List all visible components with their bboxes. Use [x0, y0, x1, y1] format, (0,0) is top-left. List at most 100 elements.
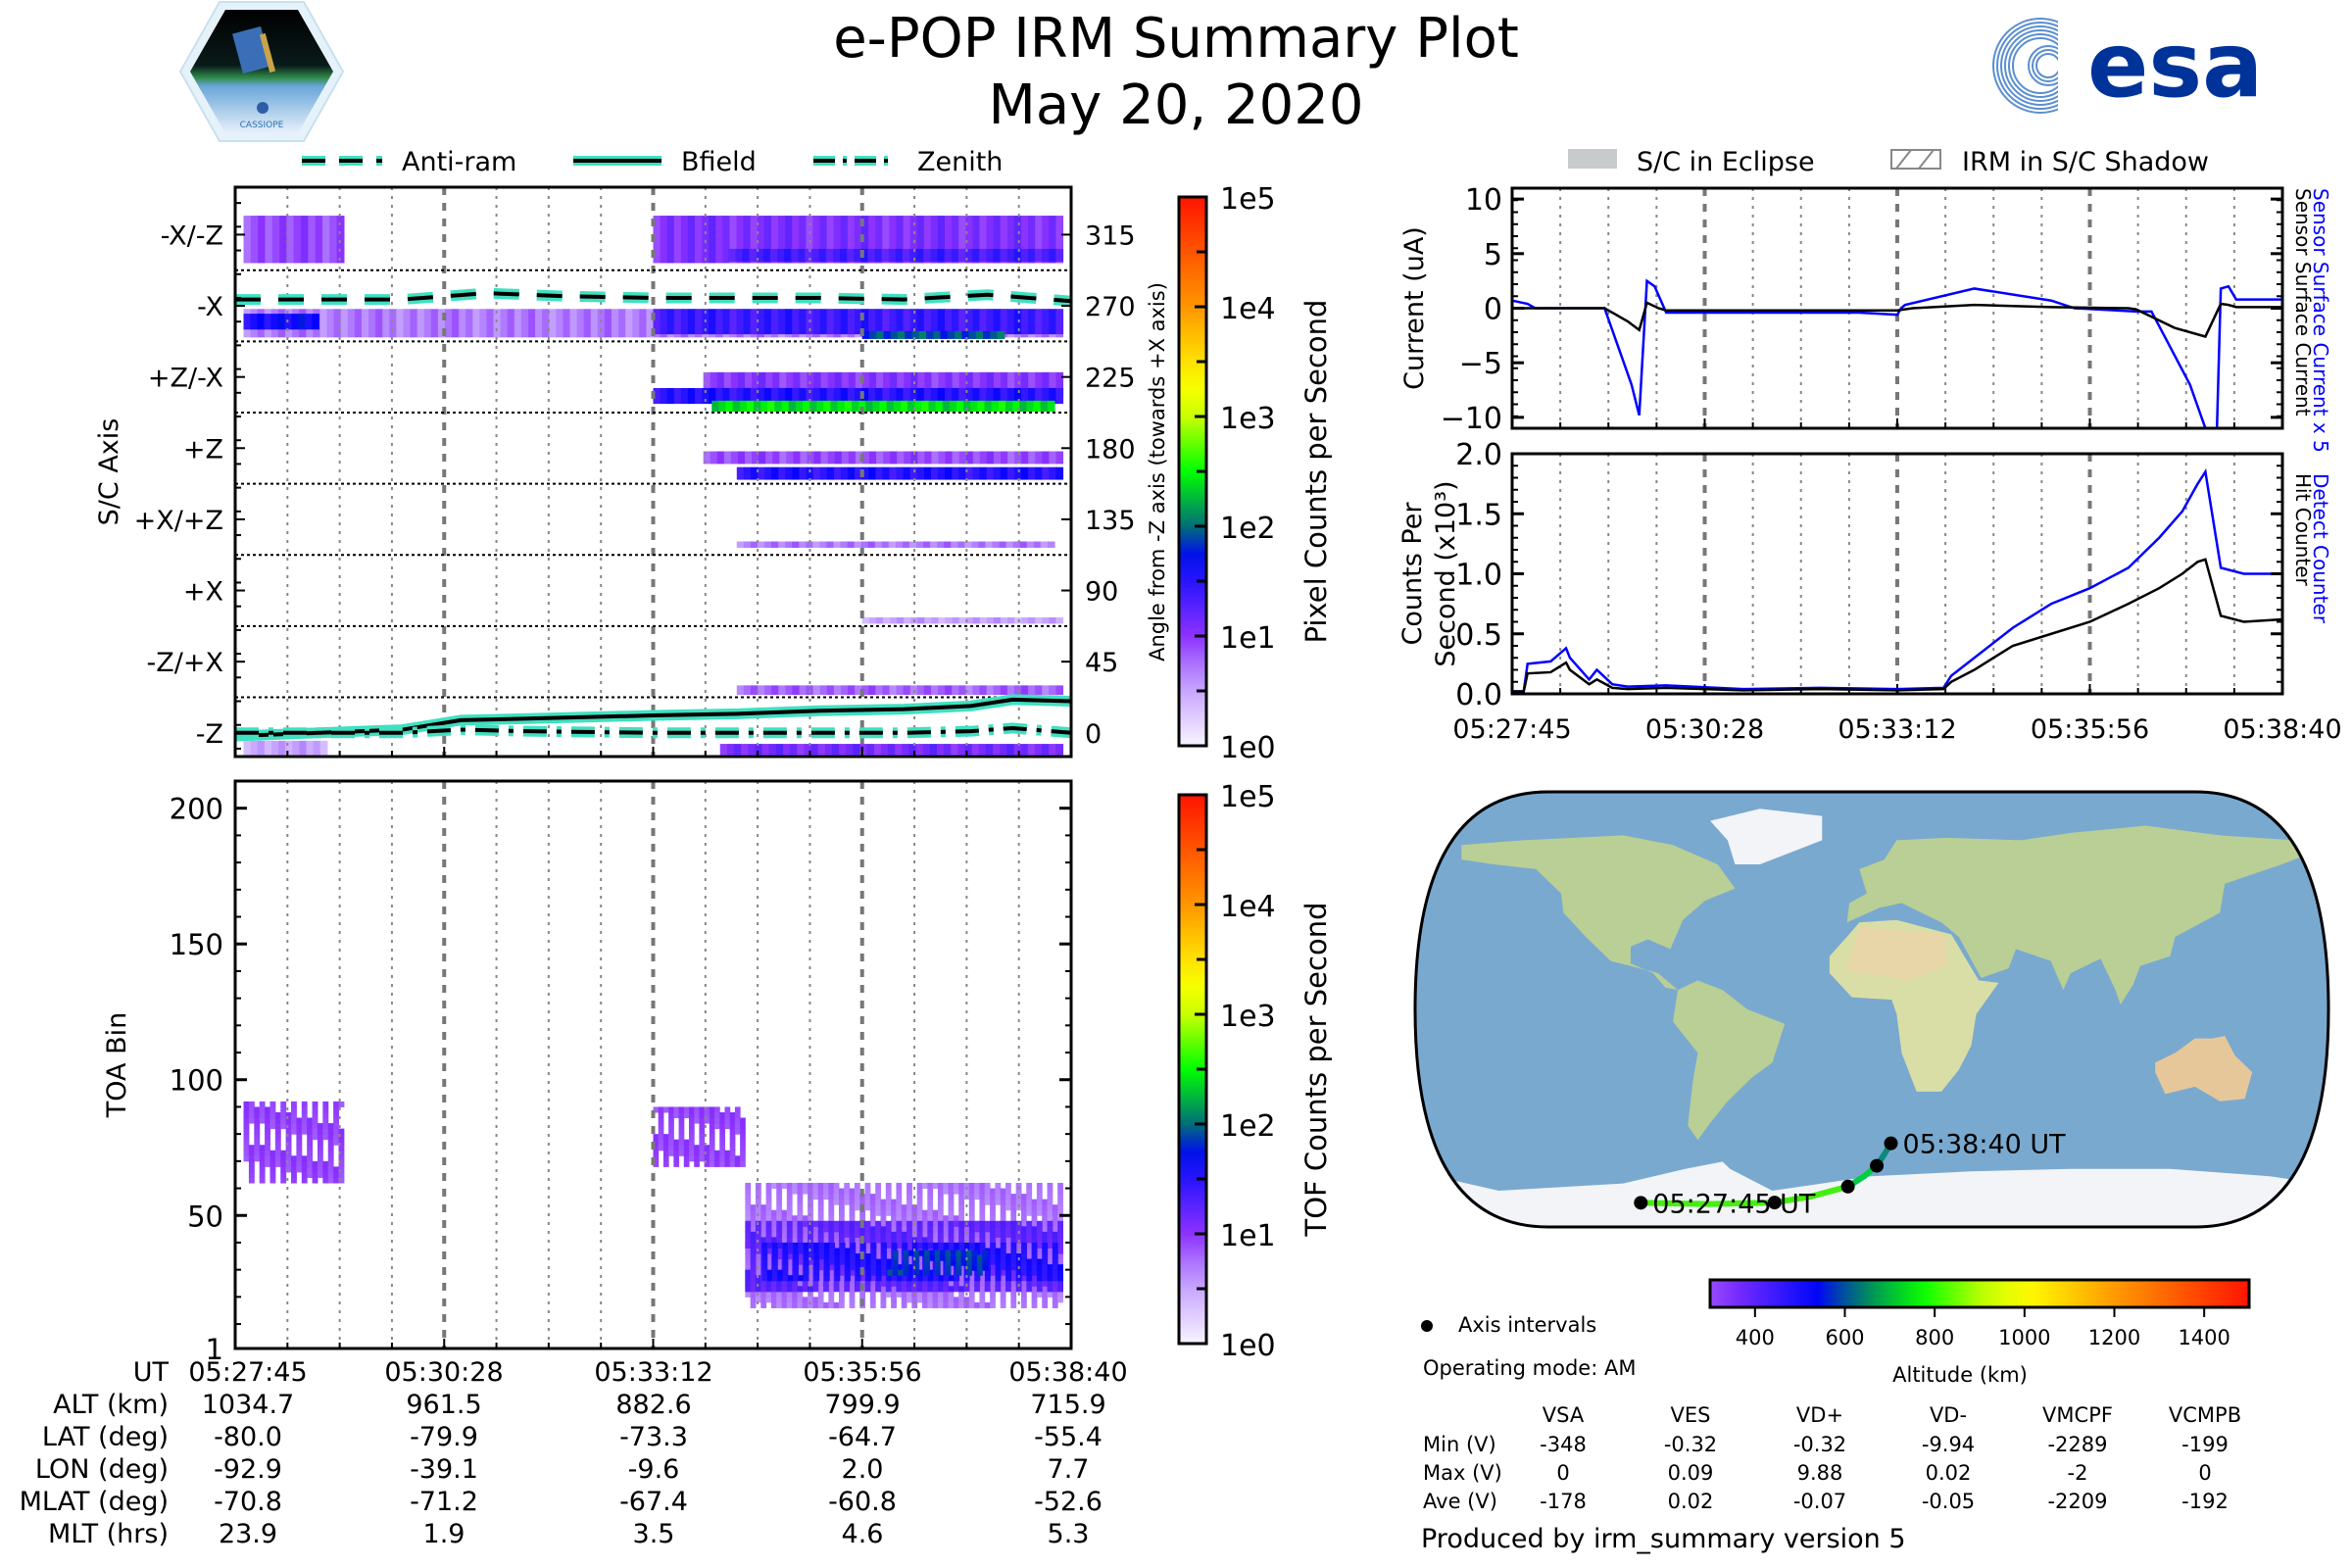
- toa-heatmap-cell: [891, 1215, 897, 1222]
- angle-heatmap-cell: [730, 371, 739, 397]
- toa-heatmap-cell: [932, 1183, 939, 1190]
- toa-heatmap-cell: [307, 1155, 314, 1162]
- toa-heatmap-cell: [1036, 1280, 1043, 1287]
- toa-heatmap-cell: [797, 1231, 804, 1238]
- angle-heatmap-cell: [1013, 216, 1022, 264]
- toa-heatmap-cell: [750, 1253, 757, 1260]
- angle-heatmap-cell: [1021, 616, 1029, 624]
- angle-heatmap-cell: [937, 309, 946, 335]
- angle-heatmap-cell: [866, 744, 875, 756]
- angle-heatmap-cell: [660, 309, 668, 335]
- toa-heatmap-cell: [1057, 1204, 1063, 1211]
- angle-heatmap-cell: [710, 371, 718, 397]
- angle-heatmap-cell: [1006, 616, 1015, 624]
- voltage-row-label: Max (V): [1423, 1461, 1502, 1485]
- angle-heatmap-cell: [876, 371, 884, 397]
- toa-heatmap-cell: [1010, 1275, 1017, 1282]
- toa-heatmap-cell: [259, 1171, 266, 1178]
- toa-heatmap-cell: [956, 1250, 962, 1256]
- angle-heatmap-cell: [750, 309, 759, 335]
- toa-heatmap-cell: [945, 1269, 952, 1276]
- toa-heatmap-cell: [948, 1194, 955, 1200]
- angle-heatmap-cell: [861, 451, 870, 465]
- angle-heatmap-cell: [336, 216, 345, 264]
- toa-heatmap-cell: [916, 1215, 923, 1222]
- toa-heatmap-cell: [982, 1254, 989, 1261]
- toa-heatmap-cell: [1010, 1301, 1017, 1308]
- toa-heatmap-cell: [776, 1258, 783, 1265]
- angle-heatmap-cell: [653, 387, 662, 405]
- toa-heatmap-cell: [984, 1237, 991, 1244]
- toa-heatmap-cell: [875, 1220, 881, 1227]
- toa-heatmap-cell: [927, 1301, 934, 1308]
- time-axis-row-label: MLAT (deg): [19, 1487, 169, 1517]
- toa-heatmap-cell: [668, 1150, 674, 1156]
- toa-heatmap-cell: [990, 1204, 996, 1211]
- toa-heatmap-cell: [259, 1101, 266, 1107]
- angle-heatmap-cell: [301, 216, 309, 264]
- toa-heatmap-cell: [678, 1139, 685, 1146]
- angle-heatmap-cell: [1006, 248, 1015, 262]
- angle-heatmap-cell: [286, 216, 295, 264]
- toa-heatmap-cell: [1000, 1215, 1006, 1222]
- angle-heatmap-cell: [848, 466, 856, 480]
- toa-heatmap-cell: [771, 1269, 778, 1276]
- toa-heatmap-cell: [938, 1242, 945, 1249]
- angle-heatmap-cell: [945, 685, 953, 696]
- toa-heatmap-cell: [1057, 1226, 1063, 1233]
- angle-heatmap-cell: [792, 466, 801, 480]
- angle-heatmap-cell: [827, 451, 836, 465]
- toa-heatmap-cell: [864, 1183, 871, 1190]
- angle-heatmap-cell: [910, 451, 918, 465]
- toa-heatmap-cell: [921, 1297, 928, 1303]
- toa-heatmap-cell: [892, 1250, 899, 1256]
- angle-heatmap-cell: [916, 309, 925, 335]
- toa-heatmap-cell: [1031, 1237, 1038, 1244]
- toa-heatmap-cell: [1005, 1253, 1012, 1260]
- toa-heatmap-cell: [745, 1220, 752, 1227]
- toa-heatmap-cell: [849, 1231, 856, 1238]
- angle-heatmap-cell: [785, 309, 793, 335]
- angle-heatmap-cell: [1049, 744, 1056, 756]
- toa-heatmap-cell: [1036, 1237, 1043, 1244]
- angle-heatmap-cell: [890, 451, 898, 465]
- time-axis-row-label: LAT (deg): [41, 1422, 169, 1452]
- toa-heatmap-cell: [322, 1117, 329, 1124]
- voltage-row-label: Min (V): [1423, 1433, 1496, 1456]
- toa-heatmap-cell: [1042, 1258, 1049, 1265]
- angle-heatmap-cell: [854, 309, 862, 335]
- toa-heatmap-cell: [948, 1188, 955, 1195]
- angle-heatmap-cell: [918, 330, 927, 339]
- angle-heatmap-cell: [902, 744, 910, 756]
- toa-heatmap-cell: [907, 1250, 914, 1256]
- toa-heatmap-cell: [995, 1264, 1002, 1271]
- toa-heatmap-cell: [1042, 1226, 1049, 1233]
- toa-heatmap-cell: [990, 1291, 996, 1298]
- time-axis-cell: -67.4: [619, 1487, 688, 1517]
- toa-heatmap-cell: [802, 1188, 808, 1195]
- toa-heatmap-cell: [1015, 1226, 1022, 1233]
- toa-heatmap-cell: [709, 1134, 715, 1141]
- toa-heatmap-cell: [699, 1155, 706, 1162]
- toa-heatmap-cell: [1005, 1286, 1011, 1293]
- toa-heatmap-cell: [875, 1231, 881, 1238]
- toa-heatmap-cell: [864, 1237, 871, 1244]
- counts-x-tick-label: 05:33:12: [1838, 714, 1956, 745]
- angle-heatmap-cell: [709, 387, 716, 405]
- toa-heatmap-cell: [896, 1248, 903, 1254]
- toa-heatmap-cell: [859, 1209, 866, 1216]
- toa-heatmap-cell: [808, 1226, 813, 1233]
- angle-heatmap-cell: [986, 685, 995, 696]
- toa-heatmap-cell: [869, 1231, 876, 1238]
- angle-heatmap-cell: [848, 451, 857, 465]
- toa-heatmap-cell: [808, 1242, 814, 1249]
- toa-heatmap-cell: [875, 1237, 881, 1244]
- current-y-tick-label: 10: [1465, 183, 1502, 218]
- toa-heatmap-cell: [891, 1286, 897, 1293]
- toa-heatmap-cell: [844, 1226, 851, 1233]
- toa-heatmap-cell: [845, 1258, 851, 1265]
- time-axis-cell: 05:30:28: [384, 1357, 504, 1388]
- toa-heatmap-cell: [891, 1275, 898, 1282]
